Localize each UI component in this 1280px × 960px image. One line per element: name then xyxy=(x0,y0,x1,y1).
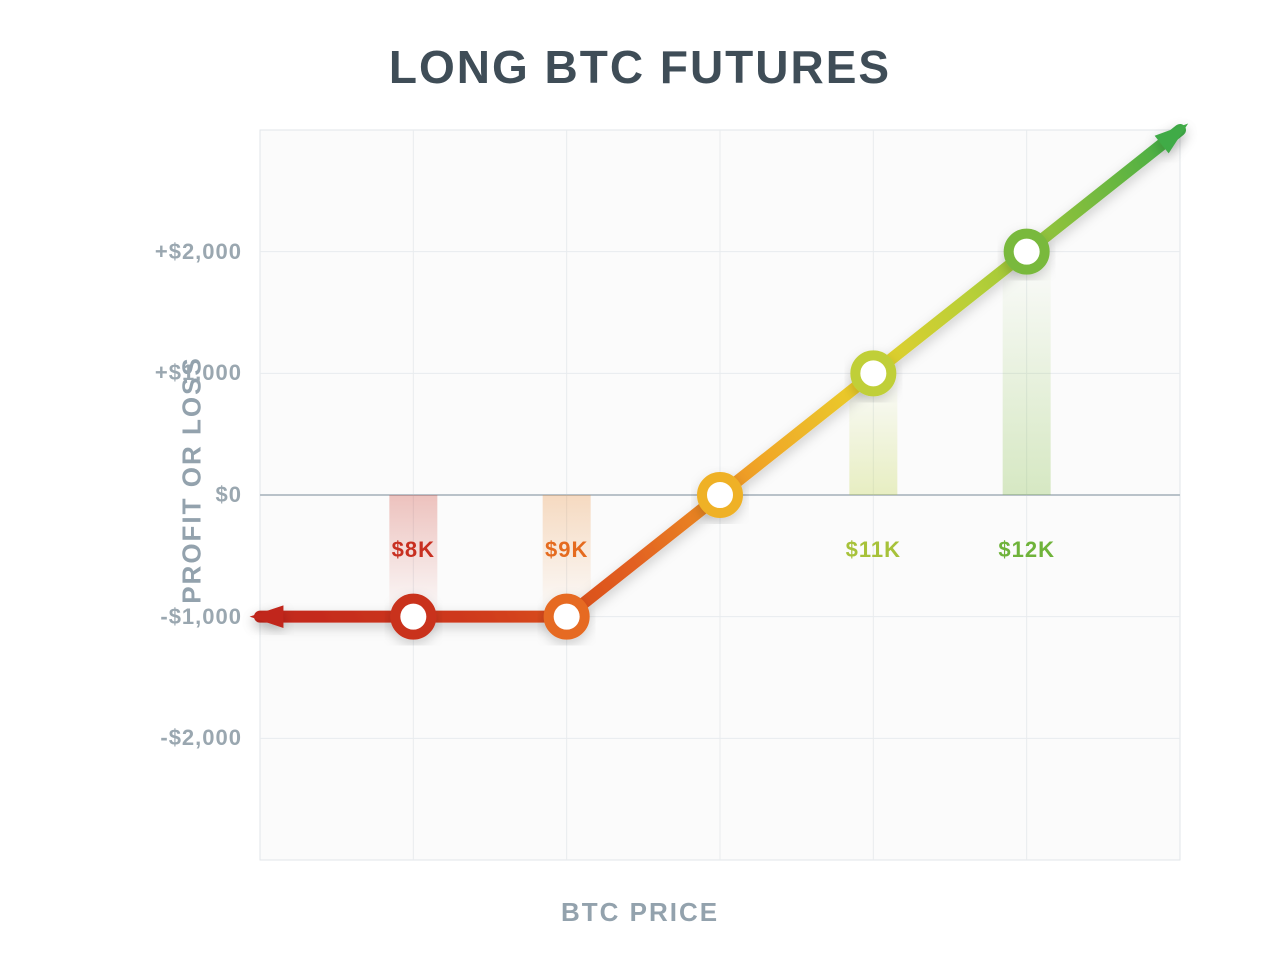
x-tick-label: $12K xyxy=(998,537,1055,563)
y-axis-label: PROFIT OR LOSS xyxy=(176,356,207,604)
data-point xyxy=(395,599,431,635)
y-tick-label: -$1,000 xyxy=(160,604,242,630)
gradient-bar xyxy=(1003,252,1051,495)
data-point xyxy=(702,477,738,513)
y-tick-label: -$2,000 xyxy=(160,725,242,751)
data-point xyxy=(855,355,891,391)
x-tick-label: $11K xyxy=(846,537,901,563)
chart-plot-area: +$2,000+$1,000$0-$1,000-$2,000$8K$9K$11K… xyxy=(260,130,1180,860)
data-point xyxy=(1009,234,1045,270)
y-tick-label: +$2,000 xyxy=(155,239,242,265)
chart-svg xyxy=(260,130,1180,860)
x-tick-label: $9K xyxy=(545,537,588,563)
chart-title: LONG BTC FUTURES xyxy=(0,40,1280,94)
x-tick-label: $8K xyxy=(392,537,435,563)
data-point xyxy=(549,599,585,635)
y-tick-label: $0 xyxy=(216,482,242,508)
x-axis-label: BTC PRICE xyxy=(0,897,1280,928)
y-tick-label: +$1,000 xyxy=(155,360,242,386)
